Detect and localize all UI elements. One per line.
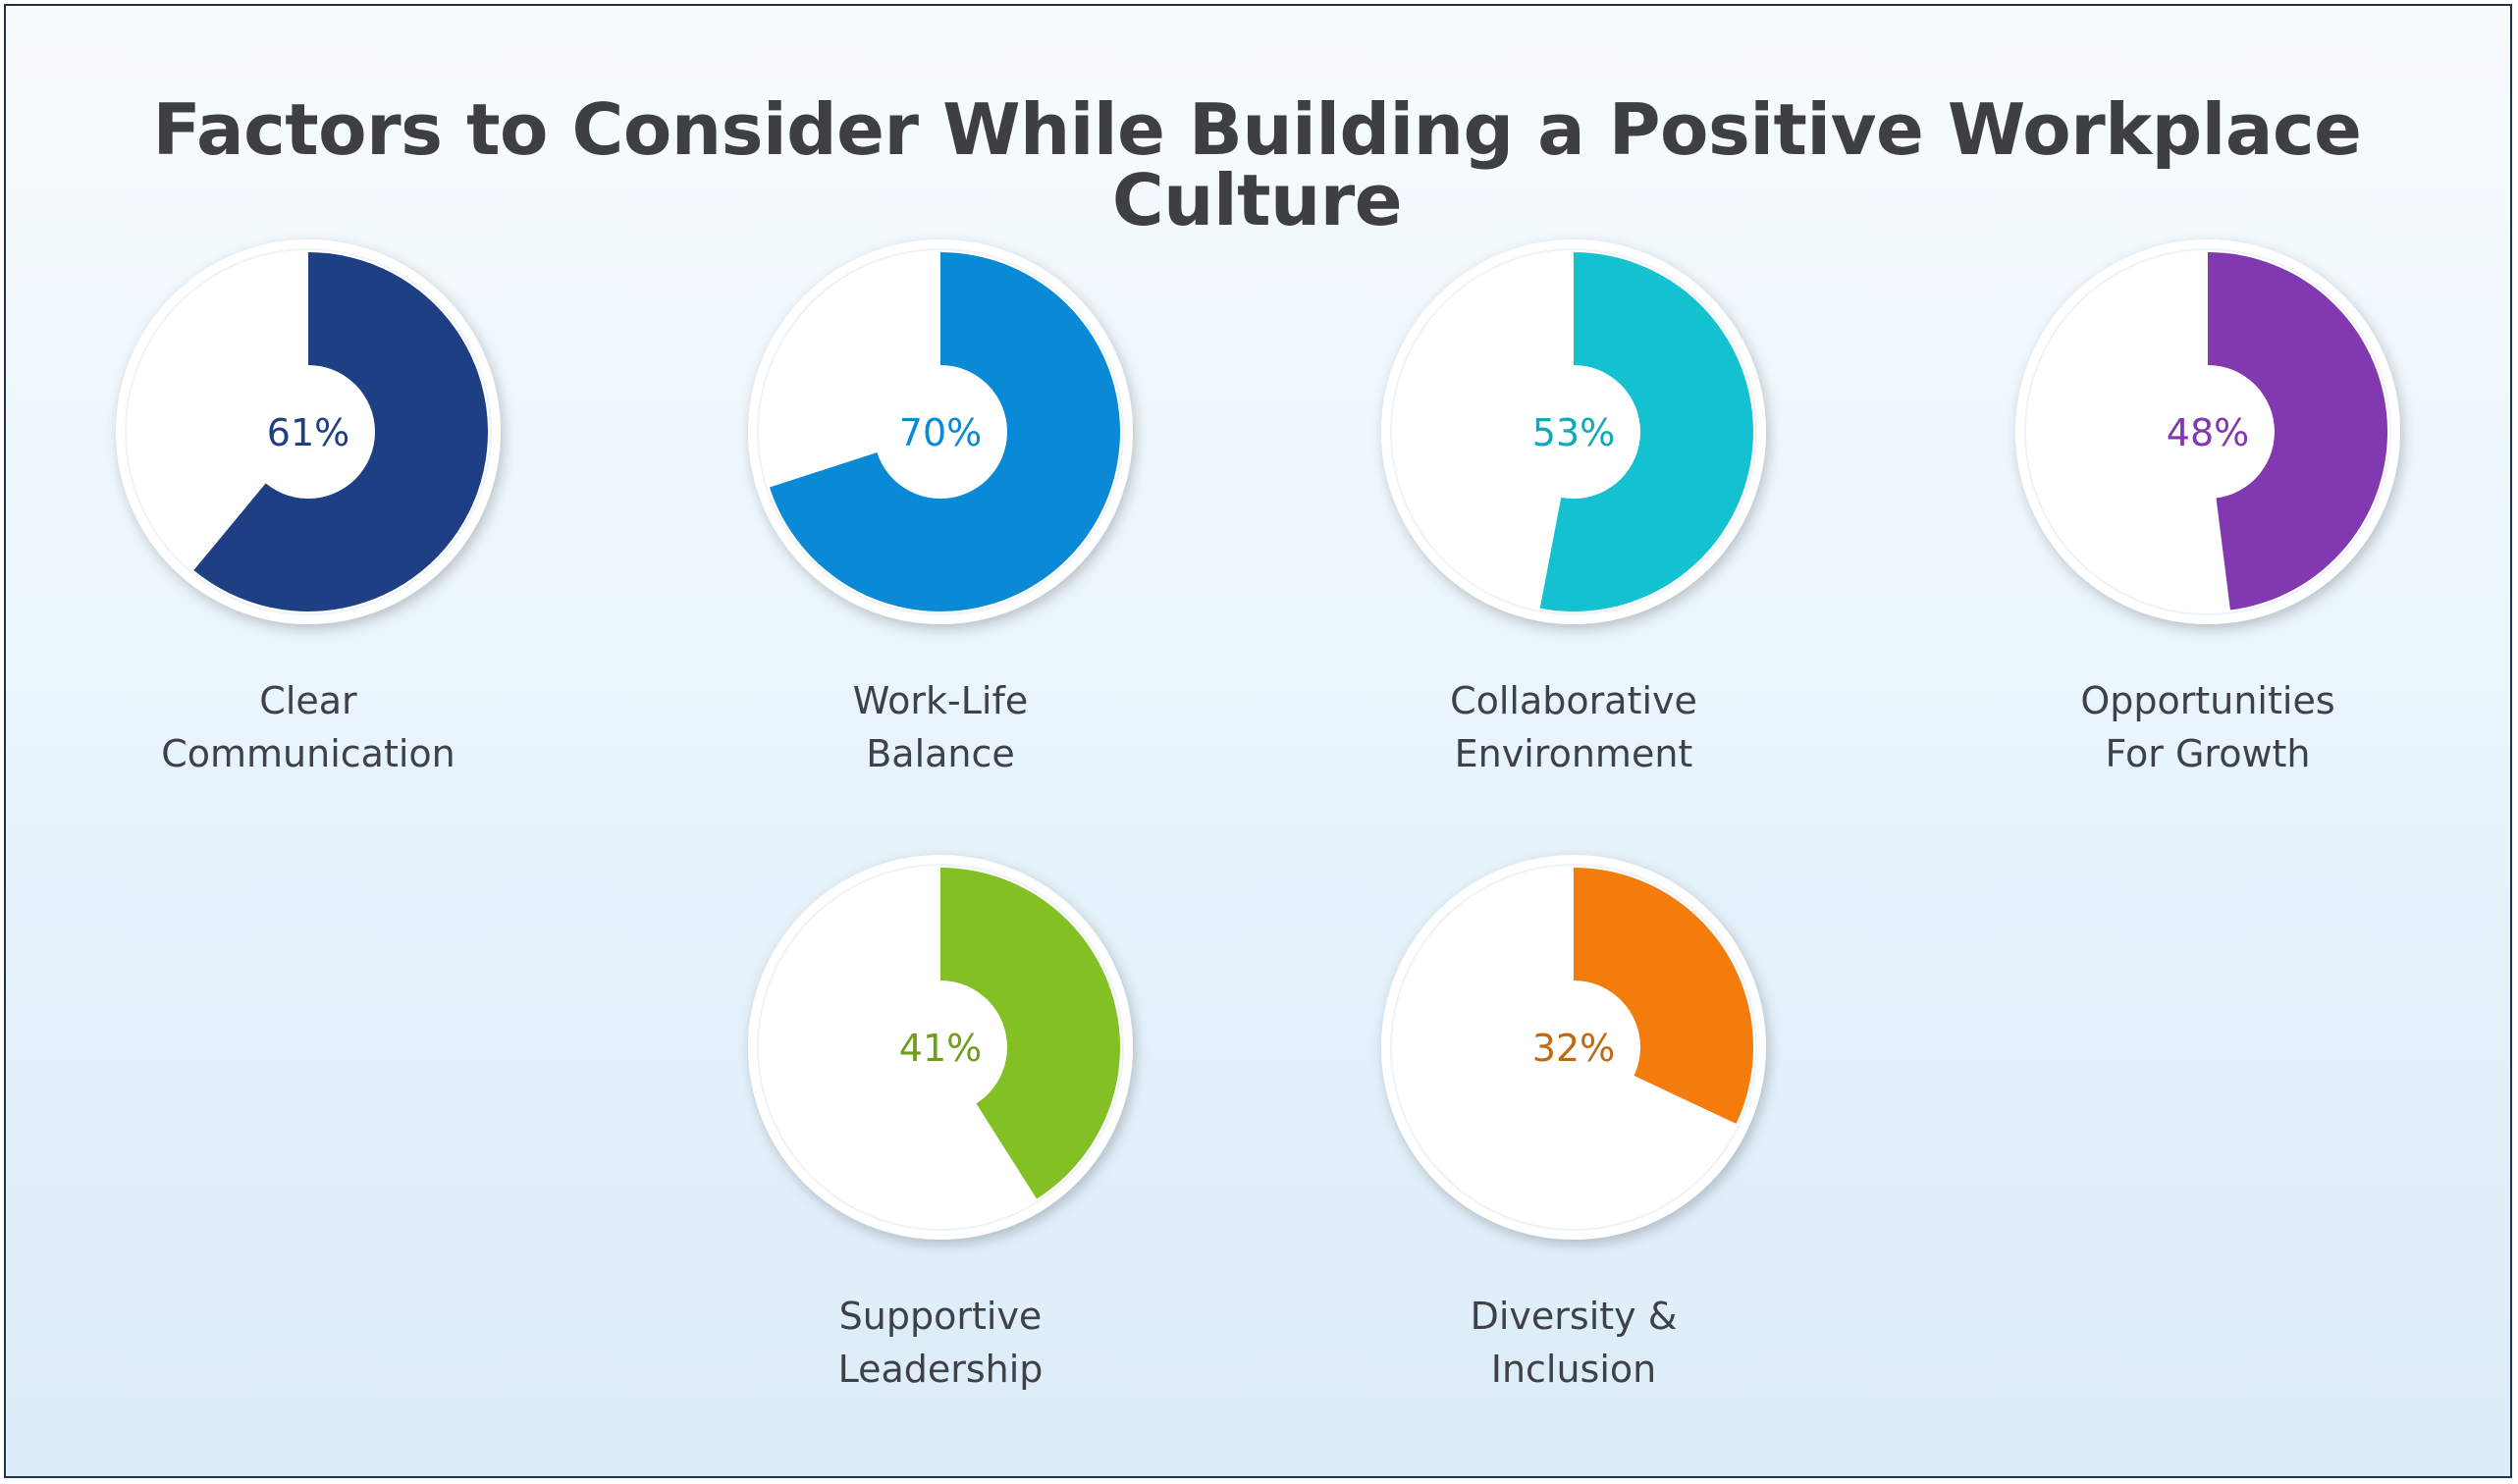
category-label: Diversity & [1471, 1295, 1678, 1338]
category-label: Clear [259, 679, 357, 722]
donut-center [1507, 980, 1640, 1114]
donut-center [241, 365, 375, 499]
category-label: Leadership [838, 1348, 1044, 1391]
category-label: Environment [1455, 732, 1693, 775]
donut-slice [2208, 252, 2388, 610]
data-label: 48% [2167, 411, 2249, 454]
donut-chart: 61% Clear Communication [116, 239, 501, 775]
data-label: 32% [1532, 1027, 1615, 1070]
chart-title: Factors to Consider While Building a Pos… [152, 88, 2362, 241]
donut-chart: 70% Work-Life Balance [748, 239, 1133, 775]
donut-chart: 32% Diversity & Inclusion [1381, 855, 1766, 1391]
donut-center [2141, 365, 2275, 499]
donut-center [874, 980, 1007, 1114]
category-label: Collaborative [1450, 679, 1697, 722]
category-label: Supportive [839, 1295, 1043, 1338]
donut-slice [1539, 252, 1753, 612]
data-label: 41% [899, 1027, 982, 1070]
donut-chart: 48% Opportunities For Growth [2015, 239, 2400, 775]
category-label: Opportunities [2080, 679, 2334, 722]
donut-center [874, 365, 1007, 499]
donut-chart: 41% Supportive Leadership [748, 855, 1133, 1391]
category-label: Communication [161, 732, 455, 775]
donut-chart: 53% Collaborative Environment [1381, 239, 1766, 775]
data-label: 70% [899, 411, 982, 454]
infographic-frame [4, 4, 2512, 1478]
donut-slice [940, 868, 1121, 1199]
category-label: Work-Life [853, 679, 1028, 722]
data-label: 53% [1532, 411, 1615, 454]
category-label: Inclusion [1491, 1348, 1657, 1391]
category-label: For Growth [2106, 732, 2311, 775]
data-label: 61% [267, 411, 349, 454]
donut-center [1507, 365, 1640, 499]
category-label: Balance [866, 732, 1015, 775]
